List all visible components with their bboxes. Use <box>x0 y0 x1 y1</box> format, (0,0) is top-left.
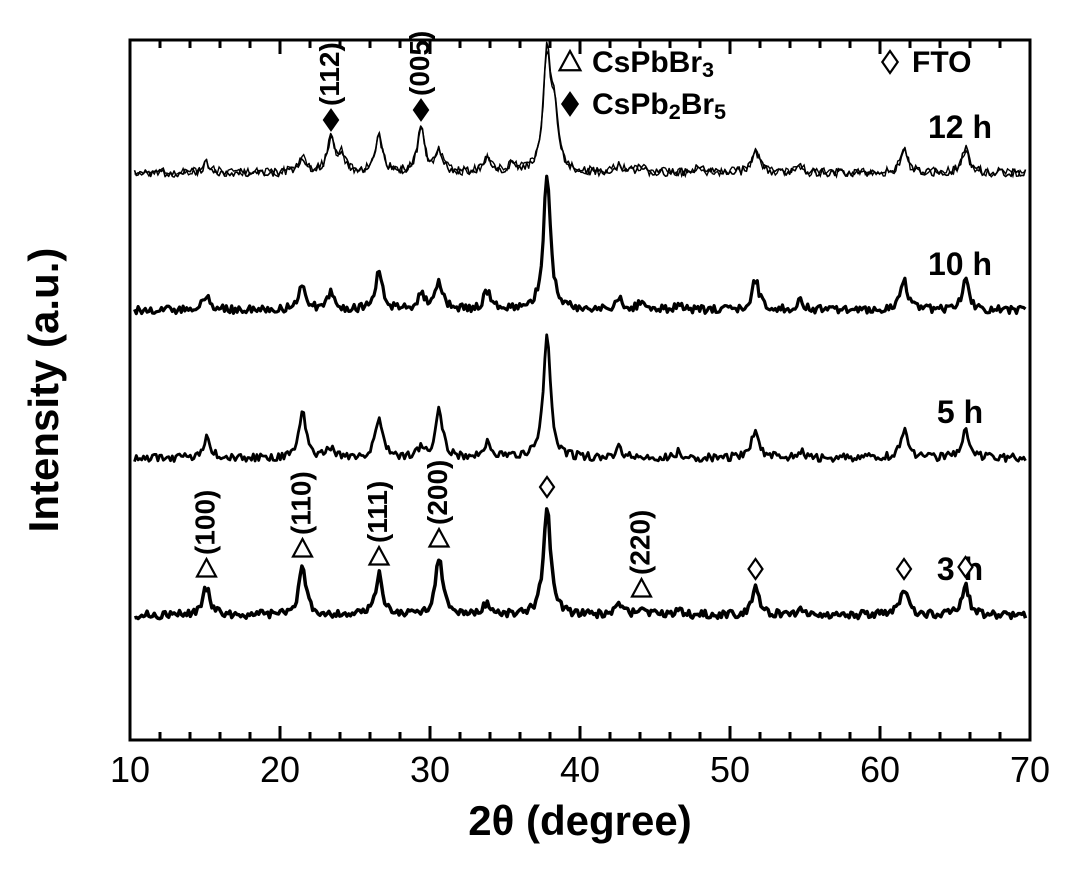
svg-text:30: 30 <box>410 749 450 790</box>
svg-text:(005): (005) <box>404 31 435 96</box>
svg-text:5 h: 5 h <box>937 394 983 430</box>
svg-text:40: 40 <box>560 749 600 790</box>
svg-text:(111): (111) <box>362 481 393 543</box>
svg-text:(220): (220) <box>625 510 656 575</box>
chart-svg: 10 20 30 40 50 60 70 2θ (degree) Intensity (a.u.… <box>0 0 1082 875</box>
xrd-chart: 10 20 30 40 50 60 70 2θ (degree) Intensity (a.u.… <box>0 0 1082 875</box>
svg-text:(112): (112) <box>314 42 345 106</box>
svg-text:(100): (100) <box>190 490 221 555</box>
svg-text:12 h: 12 h <box>928 109 992 145</box>
svg-text:CsPb2Br5: CsPb2Br5 <box>592 88 726 124</box>
svg-text:CsPbBr3: CsPbBr3 <box>592 46 714 82</box>
svg-text:2θ (degree): 2θ (degree) <box>468 797 691 844</box>
svg-text:10: 10 <box>110 749 150 790</box>
svg-text:FTO: FTO <box>912 46 971 79</box>
svg-text:(200): (200) <box>422 460 453 525</box>
svg-text:70: 70 <box>1010 749 1050 790</box>
svg-text:Intensity (a.u.): Intensity (a.u.) <box>20 248 67 533</box>
svg-text:50: 50 <box>710 749 750 790</box>
svg-text:10 h: 10 h <box>928 246 992 282</box>
svg-text:20: 20 <box>260 749 300 790</box>
svg-text:60: 60 <box>860 749 900 790</box>
svg-text:(110): (110) <box>286 471 317 535</box>
